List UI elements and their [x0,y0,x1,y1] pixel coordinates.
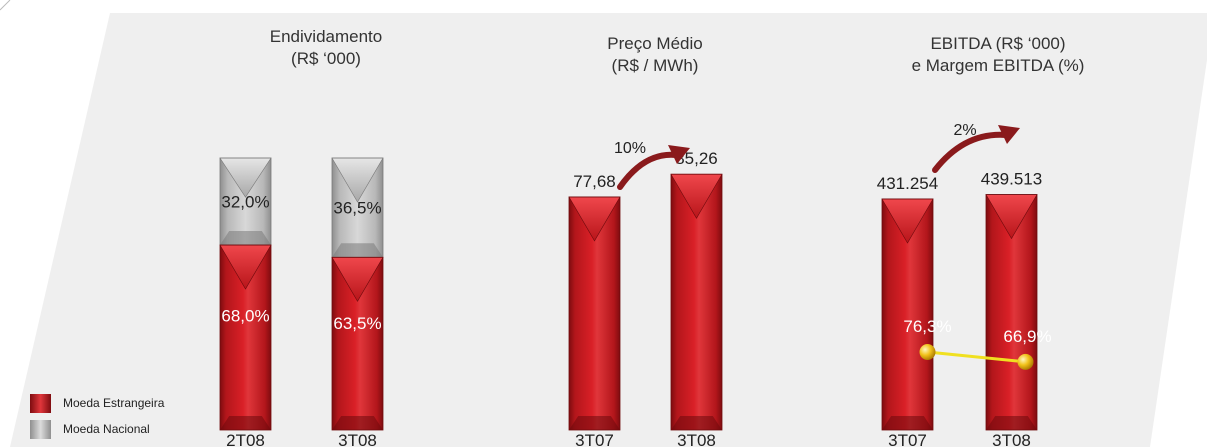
chart-title-ebitda: EBITDA (R$ ‘000) e Margem EBITDA (%) [868,33,1128,77]
chart-title-endividamento: Endividamento (R$ ‘000) [226,26,426,70]
arrow-head [998,125,1020,144]
category-label: 2T08 [226,431,265,447]
bar-outline [881,198,934,431]
data-label: 431.254 [877,174,938,193]
data-label: 36,5% [333,199,381,218]
bar-base [671,416,722,430]
bar-moeda-estrangeira [219,244,272,431]
bar-outline [331,256,384,431]
bar-preco-medio [670,173,723,431]
margin-line [927,350,1026,364]
data-label: 63,5% [333,314,381,333]
data-label: 77,68 [573,172,616,191]
category-label: 3T08 [992,431,1031,447]
category-label: 3T08 [677,431,716,447]
bar-moeda-nacional [331,157,384,258]
bar-outline [670,173,723,431]
data-label: 68,0% [221,306,269,325]
arrow-head [668,145,690,164]
bar-ebitda [881,198,934,431]
margin-point [919,344,936,360]
bar-ebitda [985,194,1038,431]
title-line-2: e Margem EBITDA (%) [911,56,1085,75]
bar-base [220,231,271,246]
growth-label: 2% [953,122,976,139]
legend-swatch-grey [30,419,51,439]
legend-label: Moeda Estrangeira [63,396,165,410]
legend-item-moeda-nacional: Moeda Nacional [30,418,164,440]
data-label: 85,26 [675,149,718,168]
category-label: 3T07 [575,431,614,447]
bar-preco-medio [568,196,621,431]
title-line-2: (R$ ‘000) [291,49,361,68]
growth-arrow [932,125,1020,173]
legend-item-moeda-estrangeira: Moeda Estrangeira [30,392,164,414]
title-line-2: (R$ / MWh) [611,56,699,75]
bar-moeda-nacional [219,157,272,246]
legend-swatch-red [30,393,51,413]
category-label: 3T08 [338,431,377,447]
legend: Moeda Estrangeira Moeda Nacional [30,392,164,444]
growth-label: 10% [614,140,646,157]
title-line-1: Endividamento [269,27,383,46]
arrow-shaft [932,131,1009,173]
growth-arrow [617,145,690,190]
bar-base [882,416,933,430]
bar-moeda-estrangeira [331,256,384,431]
bar-base [569,416,620,430]
bar-base [986,416,1037,430]
title-line-1: Preço Médio [607,34,703,53]
data-label: 32,0% [221,193,269,212]
bar-base [332,416,383,430]
data-label: 439.513 [981,170,1042,189]
margin-point [1017,353,1034,370]
margin-label: 66,9% [1003,327,1051,346]
arrow-shaft [617,151,679,190]
margin-label: 76,3% [903,317,951,336]
bar-outline [985,194,1038,431]
bar-outline [219,244,272,431]
chart-title-preco-medio: Preço Médio (R$ / MWh) [555,33,755,77]
category-label: 3T07 [888,431,927,447]
legend-label: Moeda Nacional [63,422,150,436]
chart-layer: 32,0% 68,0% 2T08 36,5% 63,5% 3T08 77,68 3T07 85,… [219,122,1052,447]
bar-base [220,416,271,430]
bar-base [332,243,383,258]
title-line-1: EBITDA (R$ ‘000) [930,34,1066,53]
bar-outline [568,196,621,431]
